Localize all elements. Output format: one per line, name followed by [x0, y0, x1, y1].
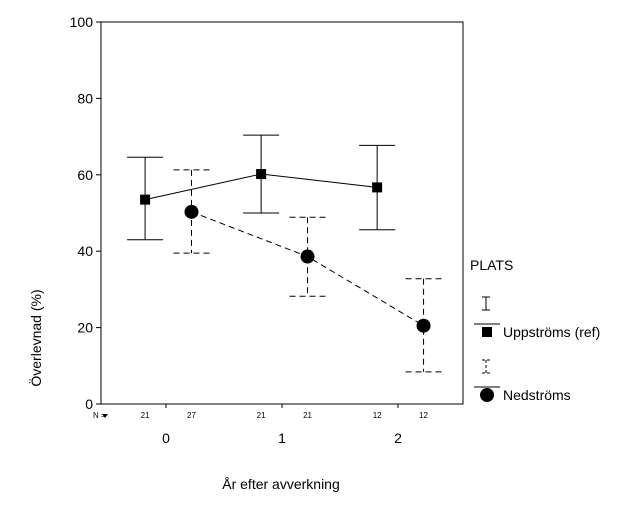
data-point-square [256, 169, 267, 180]
legend-errorbar-icon [482, 359, 490, 374]
n-value: 21 [257, 411, 266, 420]
n-value: 21 [303, 411, 312, 420]
data-point-square [372, 182, 383, 193]
x-tick-label: 1 [278, 430, 286, 446]
legend-label: Uppströms (ref) [503, 324, 600, 340]
plot-area [100, 21, 464, 405]
error-bar [289, 216, 326, 297]
x-tick-label: 2 [394, 430, 402, 446]
y-tick-label: 20 [77, 320, 93, 336]
error-bar [405, 278, 442, 373]
n-value: 21 [141, 411, 150, 420]
y-tick-label: 100 [70, 14, 94, 30]
legend-marker-square [482, 327, 492, 337]
data-point-circle [184, 204, 199, 219]
y-axis: 0 20 40 60 80 100 [70, 14, 101, 412]
data-point-square [140, 194, 151, 205]
legend-title: PLATS [470, 257, 513, 273]
legend: PLATS Uppströms (ref) Nedströms [470, 257, 600, 403]
y-tick-label: 60 [77, 167, 93, 183]
y-axis-title: Överlevnad (%) [27, 289, 44, 386]
data-point-circle [416, 318, 431, 333]
n-row-label: N = [93, 411, 106, 420]
n-row-arrow [102, 414, 108, 418]
n-value: 27 [187, 411, 196, 420]
y-tick-label: 40 [77, 243, 93, 259]
data-point-circle [300, 249, 315, 264]
series-layer [127, 134, 442, 373]
legend-label: Nedströms [503, 387, 571, 403]
n-value: 12 [419, 411, 428, 420]
legend-errorbar-icon [482, 296, 490, 311]
y-tick-label: 0 [85, 396, 93, 412]
x-axis-title: År efter avverkning [222, 476, 340, 492]
n-value: 12 [373, 411, 382, 420]
x-tick-label: 0 [162, 430, 170, 446]
legend-marker-circle [480, 388, 494, 402]
sample-size-row: N = 21 21 12 27 21 12 [93, 411, 429, 420]
y-tick-label: 80 [77, 90, 93, 106]
